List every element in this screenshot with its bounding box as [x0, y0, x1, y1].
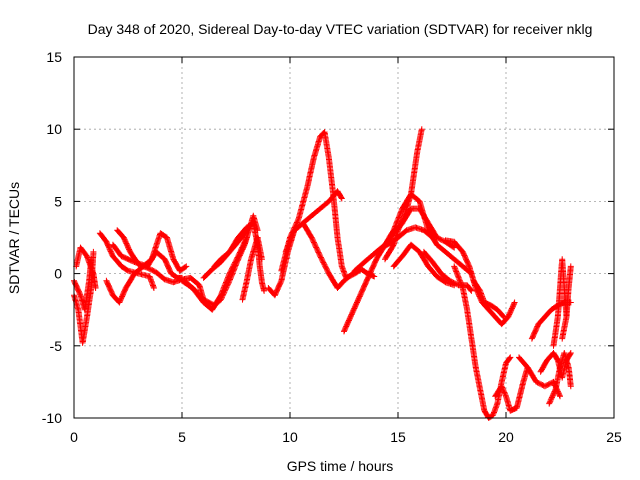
series-track-18	[382, 126, 425, 263]
point-markers	[546, 350, 574, 407]
y-axis-label: SDTVAR / TECUs	[6, 182, 22, 294]
x-tick-label: 10	[282, 429, 298, 445]
x-tick-label: 25	[606, 429, 622, 445]
series-track-29	[546, 350, 574, 407]
y-tick-label: 5	[54, 193, 62, 209]
axis-ticks: 0 5 10 15 20 25 -10 -5 0 5 10 15	[42, 49, 622, 445]
point-markers	[451, 263, 514, 421]
data-layer	[71, 126, 574, 421]
point-markers	[183, 212, 261, 313]
point-markers	[239, 234, 265, 303]
series-track-15	[282, 188, 345, 255]
x-tick-label: 20	[498, 429, 514, 445]
series-track-23	[451, 263, 514, 421]
series-track-24	[470, 277, 507, 320]
x-tick-label: 0	[70, 429, 78, 445]
x-tick-label: 15	[390, 429, 406, 445]
point-markers	[114, 227, 207, 303]
series-track-25	[492, 364, 531, 414]
point-markers	[492, 364, 531, 414]
plot-frame	[73, 56, 615, 419]
point-markers	[559, 263, 574, 342]
series-track-19	[390, 241, 458, 289]
point-markers	[390, 241, 458, 289]
x-axis-label: GPS time / hours	[287, 458, 394, 474]
y-tick-label: 0	[54, 266, 62, 282]
series-track-31	[559, 263, 574, 342]
series-track-8	[179, 234, 250, 309]
point-markers	[179, 234, 250, 309]
series-track-7	[114, 227, 207, 303]
x-tick-label: 5	[178, 429, 186, 445]
series-track-9	[183, 212, 261, 313]
series-track-17	[351, 191, 475, 277]
point-markers	[282, 188, 345, 255]
grid	[74, 57, 614, 418]
y-tick-label: -5	[50, 338, 63, 354]
series-track-13	[265, 220, 363, 299]
point-markers	[373, 224, 436, 255]
point-markers	[382, 126, 425, 263]
series-track-20	[373, 224, 436, 255]
y-tick-label: -10	[42, 410, 62, 426]
y-tick-label: 10	[46, 121, 62, 137]
series-track-12	[239, 234, 265, 303]
y-tick-label: 15	[46, 49, 62, 65]
chart-title: Day 348 of 2020, Sidereal Day-to-day VTE…	[88, 21, 593, 37]
point-markers	[351, 191, 475, 277]
point-markers	[470, 277, 507, 320]
point-markers	[265, 220, 363, 299]
